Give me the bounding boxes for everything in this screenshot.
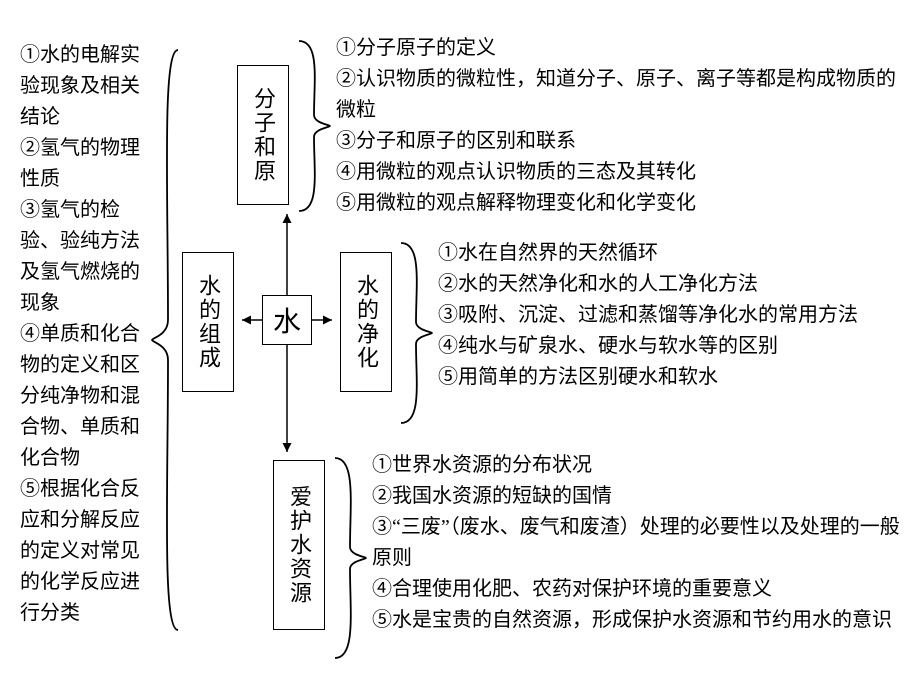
brace-right (396, 235, 434, 430)
list-item: ①水在自然界的天然循环 (438, 238, 898, 269)
center-node: 水 (262, 295, 312, 345)
list-item: ①世界水资源的分布状况 (372, 450, 902, 481)
center-label: 水 (273, 300, 301, 340)
list-item: ④纯水与矿泉水、硬水与软水等的区别 (438, 331, 898, 362)
list-item: ①水的电解实验现象及相关结论 (20, 40, 148, 133)
list-item: ②认识物质的微粒性，知道分子、原子、离子等都是构成物质的微粒 (336, 64, 896, 126)
list-item: ②氢气的物理性质 (20, 133, 148, 195)
list-item: ⑤用简单的方法区别硬水和软水 (438, 362, 898, 393)
right-node: 水的净化 (340, 252, 392, 392)
bottom-list: ①世界水资源的分布状况 ②我国水资源的短缺的国情 ③“三废”（废水、废气和废渣）… (372, 450, 902, 636)
diagram-root: 水 分子和原 水的组成 水的净化 爱护水资源 ①水的电解实验现象及相关结 (0, 0, 920, 690)
bottom-node-label: 爱护水资源 (283, 485, 315, 605)
left-node-label: 水的组成 (192, 274, 224, 370)
list-item: ④单质和化合物的定义和区分纯净物和混合物、单质和化合物 (20, 319, 148, 474)
list-item: ④合理使用化肥、农药对保护环境的重要意义 (372, 574, 902, 605)
top-node-label: 分子和原 (247, 87, 279, 183)
list-item: ③分子和原子的区别和联系 (336, 126, 896, 157)
brace-top (294, 33, 332, 218)
list-item: ⑤用微粒的观点解释物理变化和化学变化 (336, 188, 896, 219)
bottom-node: 爱护水资源 (273, 460, 325, 630)
list-item: ②我国水资源的短缺的国情 (372, 481, 902, 512)
list-item: ④用微粒的观点认识物质的三态及其转化 (336, 157, 896, 188)
list-item: ③“三废”（废水、废气和废渣）处理的必要性以及处理的一般原则 (372, 512, 902, 574)
left-node: 水的组成 (182, 252, 234, 392)
list-item: ⑤水是宝贵的自然资源，形成保护水资源和节约用水的意识 (372, 605, 902, 636)
list-item: ②水的天然净化和水的人工净化方法 (438, 269, 898, 300)
top-node: 分子和原 (237, 65, 289, 205)
left-list: ①水的电解实验现象及相关结论 ②氢气的物理性质 ③氢气的检验、验纯方法及氢气燃烧… (20, 40, 148, 629)
top-list: ①分子原子的定义 ②认识物质的微粒性，知道分子、原子、离子等都是构成物质的微粒 … (336, 33, 896, 219)
list-item: ①分子原子的定义 (336, 33, 896, 64)
right-node-label: 水的净化 (350, 274, 382, 370)
list-item: ③吸附、沉淀、过滤和蒸馏等净化水的常用方法 (438, 300, 898, 331)
right-list: ①水在自然界的天然循环 ②水的天然净化和水的人工净化方法 ③吸附、沉淀、过滤和蒸… (438, 238, 898, 393)
brace-bottom (330, 450, 368, 665)
list-item: ③氢气的检验、验纯方法及氢气燃烧的现象 (20, 195, 148, 319)
brace-left (150, 40, 180, 640)
list-item: ⑤根据化合反应和分解反应的定义对常见的化学反应进行分类 (20, 474, 148, 629)
